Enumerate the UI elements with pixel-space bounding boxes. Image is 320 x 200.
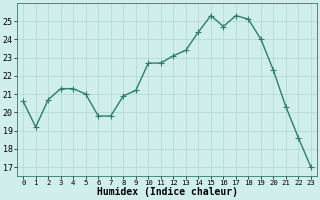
X-axis label: Humidex (Indice chaleur): Humidex (Indice chaleur) — [97, 187, 237, 197]
